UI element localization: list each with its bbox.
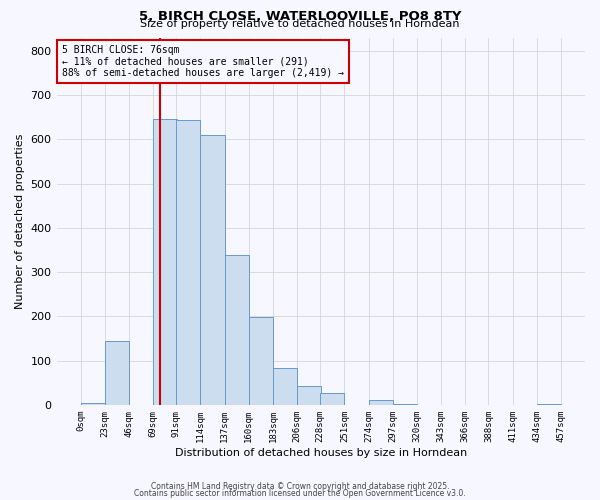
Bar: [393, 404, 417, 405]
Bar: [368, 400, 393, 405]
Bar: [320, 394, 344, 405]
Text: Contains HM Land Registry data © Crown copyright and database right 2025.: Contains HM Land Registry data © Crown c…: [151, 482, 449, 491]
Bar: [200, 135, 224, 405]
Text: Size of property relative to detached houses in Horndean: Size of property relative to detached ho…: [140, 19, 460, 29]
Text: Contains public sector information licensed under the Open Government Licence v3: Contains public sector information licen…: [134, 488, 466, 498]
Bar: [105, 340, 129, 405]
Bar: [153, 120, 177, 405]
Bar: [224, 255, 249, 405]
Bar: [249, 317, 273, 405]
Bar: [297, 386, 321, 405]
Bar: [80, 402, 105, 405]
Bar: [537, 404, 561, 405]
X-axis label: Distribution of detached houses by size in Horndean: Distribution of detached houses by size …: [175, 448, 467, 458]
Text: 5 BIRCH CLOSE: 76sqm
← 11% of detached houses are smaller (291)
88% of semi-deta: 5 BIRCH CLOSE: 76sqm ← 11% of detached h…: [62, 45, 344, 78]
Text: 5, BIRCH CLOSE, WATERLOOVILLE, PO8 8TY: 5, BIRCH CLOSE, WATERLOOVILLE, PO8 8TY: [139, 10, 461, 23]
Bar: [273, 368, 297, 405]
Bar: [176, 120, 200, 405]
Y-axis label: Number of detached properties: Number of detached properties: [15, 134, 25, 309]
